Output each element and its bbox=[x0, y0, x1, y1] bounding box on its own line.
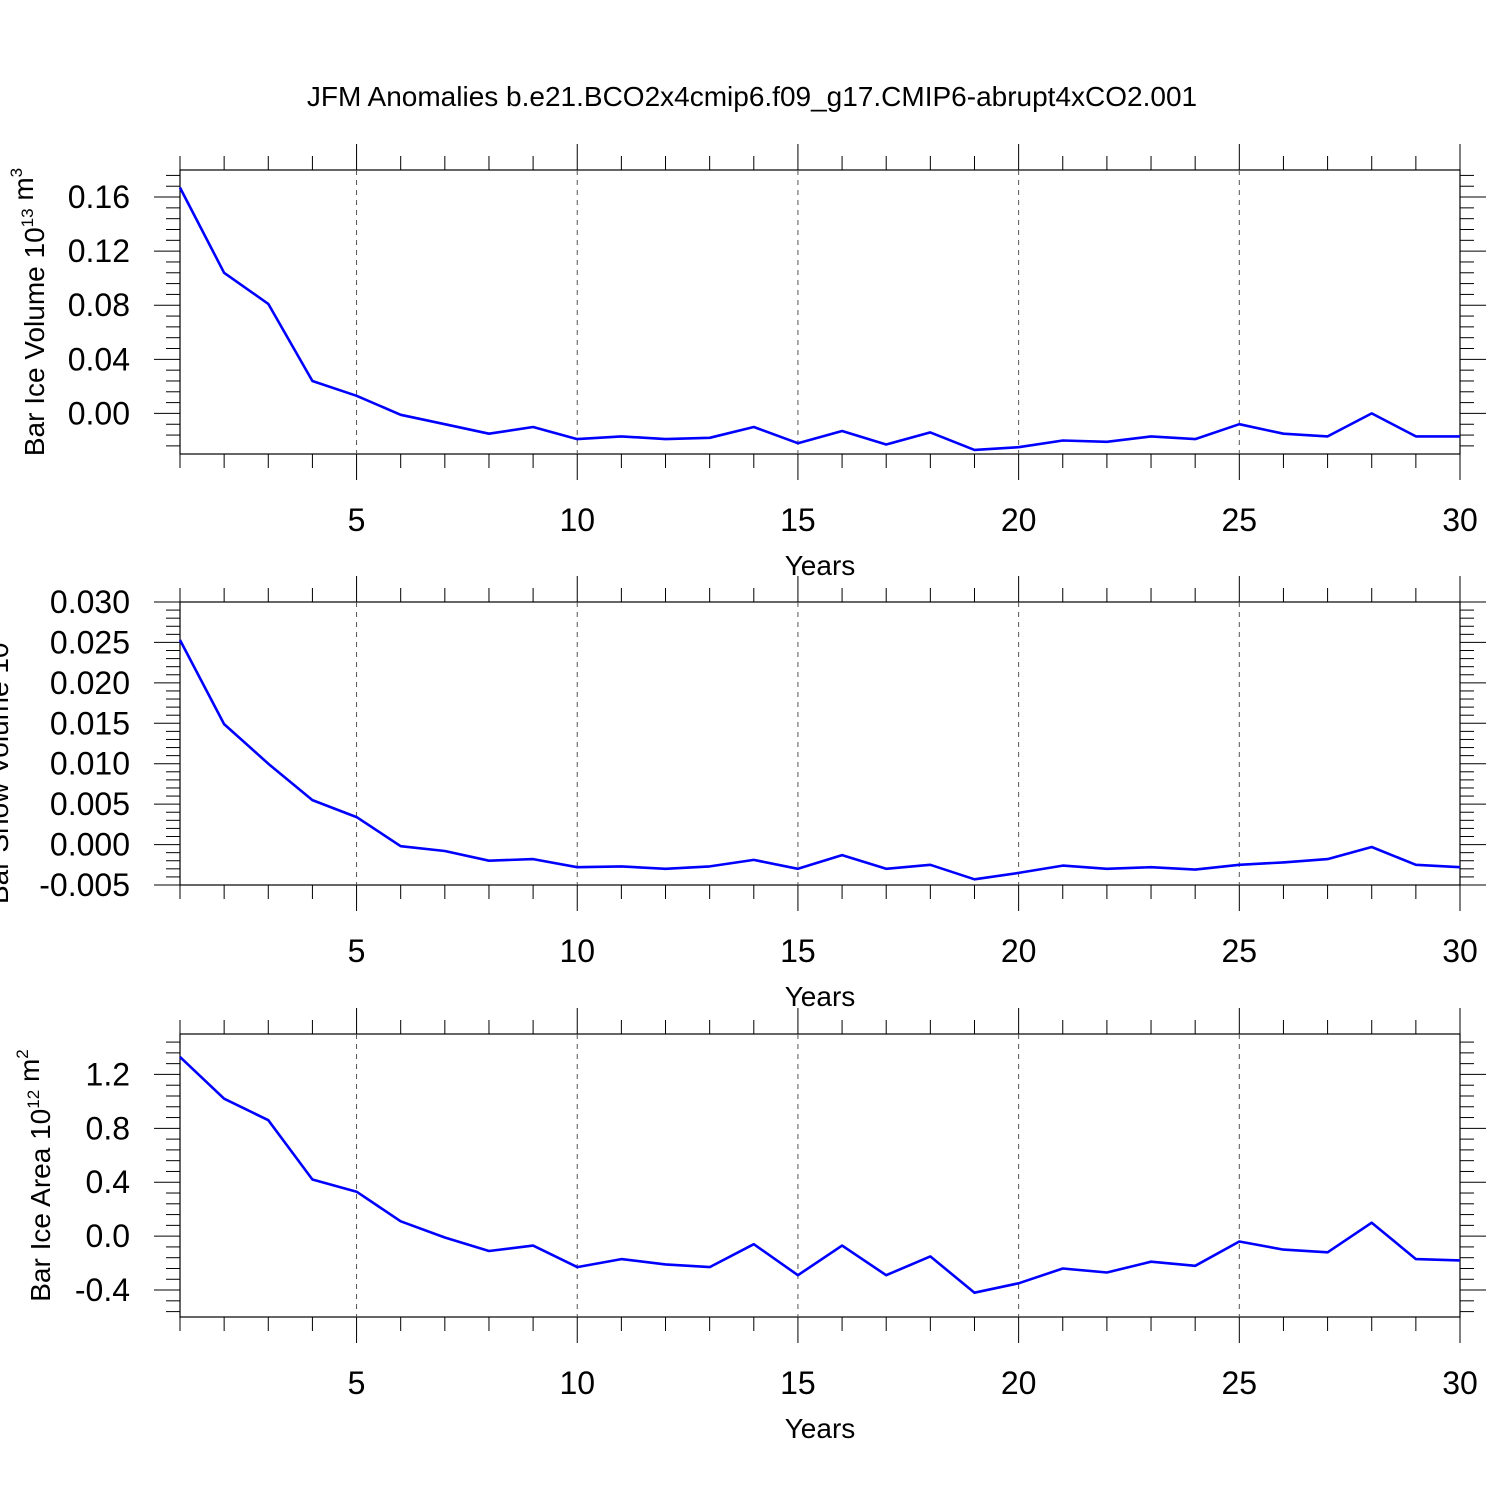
figure-title: JFM Anomalies b.e21.BCO2x4cmip6.f09_g17.… bbox=[307, 81, 1197, 112]
x-tick-label: 10 bbox=[559, 933, 595, 969]
y-axis-label-superscript: 13 bbox=[18, 208, 37, 227]
x-axis-label: Years bbox=[785, 550, 856, 581]
x-tick-label: 20 bbox=[1001, 933, 1037, 969]
y-tick-label: 0.000 bbox=[50, 827, 130, 863]
x-tick-label: 15 bbox=[780, 1365, 816, 1401]
x-axis-label: Years bbox=[785, 981, 856, 1012]
chart-panel-3: 5 10 15 20 25 30 Years 1.2 0.8 0.4 0.0 -0.4 Bar Ice … bbox=[13, 1008, 1486, 1444]
y-tick-label: 1.2 bbox=[86, 1056, 130, 1092]
y-axis-label: Bar Snow Volume 1013 m3 bbox=[0, 583, 14, 904]
y-axis-label-superscript: 12 bbox=[24, 1090, 43, 1109]
x-tick-label: 25 bbox=[1222, 502, 1258, 538]
y-tick-label: 0.010 bbox=[50, 746, 130, 782]
x-tick-label: 20 bbox=[1001, 1365, 1037, 1401]
series-line bbox=[178, 639, 1461, 881]
y-axis-label-part: Bar Snow Volume 10 bbox=[0, 643, 14, 905]
y-tick-label: 0.08 bbox=[68, 287, 130, 323]
y-axis-label-part: m bbox=[8, 177, 39, 208]
y-axis-label-superscript: 2 bbox=[13, 1049, 32, 1058]
y-tick-label: 0.12 bbox=[68, 233, 130, 269]
y-axis-label-superscript: 3 bbox=[7, 168, 26, 177]
x-tick-label: 20 bbox=[1001, 502, 1037, 538]
y-axis-label-part: m bbox=[14, 1059, 45, 1090]
y-tick-label: 0.16 bbox=[68, 179, 130, 215]
x-tick-label: 30 bbox=[1442, 933, 1478, 969]
x-tick-label: 15 bbox=[780, 502, 816, 538]
y-tick-label: -0.005 bbox=[39, 867, 130, 903]
chart-panel-1: 5 10 15 20 25 30 Years 0.16 0.12 0.08 0.04 0.00 Bar … bbox=[7, 144, 1486, 581]
chart-panel-2: 5 10 15 20 25 30 Years 0.030 0.025 0.020 0.015 0.01… bbox=[0, 576, 1486, 1012]
x-tick-label: 5 bbox=[348, 1365, 366, 1401]
y-tick-label: 0.020 bbox=[50, 665, 130, 701]
series-line bbox=[178, 187, 1460, 452]
x-tick-label: 5 bbox=[348, 933, 366, 969]
y-axis-label-part: Bar Ice Area 10 bbox=[25, 1109, 56, 1302]
x-tick-label: 30 bbox=[1442, 502, 1478, 538]
y-axis-label-superscript: 13 bbox=[0, 624, 1, 643]
y-tick-label: 0.030 bbox=[50, 584, 130, 620]
x-tick-label: 5 bbox=[348, 502, 366, 538]
x-tick-label: 10 bbox=[559, 502, 595, 538]
y-axis-label: Bar Ice Area 1012 m2 bbox=[13, 1049, 56, 1302]
series-line bbox=[179, 1055, 1461, 1294]
y-tick-label: 0.0 bbox=[86, 1218, 130, 1254]
x-tick-label: 30 bbox=[1442, 1365, 1478, 1401]
plot-frame bbox=[179, 1033, 1461, 1318]
panels: 5 10 15 20 25 30Years0.160.120.080.040.00Bar … bbox=[0, 144, 1486, 1444]
y-tick-label: 0.8 bbox=[86, 1110, 130, 1146]
x-tick-label: 25 bbox=[1222, 1365, 1258, 1401]
plot-frame bbox=[179, 169, 1461, 455]
x-tick-label: 10 bbox=[559, 1365, 595, 1401]
y-tick-label: 0.025 bbox=[50, 624, 130, 660]
x-axis-label: Years bbox=[785, 1413, 856, 1444]
y-tick-label: 0.04 bbox=[68, 341, 130, 377]
y-tick-label: 0.00 bbox=[68, 395, 130, 431]
y-axis-label: Bar Ice Volume 1013 m3 bbox=[7, 168, 50, 456]
y-tick-label: 0.005 bbox=[50, 786, 130, 822]
y-tick-label: 0.4 bbox=[86, 1164, 130, 1200]
x-tick-label: 25 bbox=[1222, 933, 1258, 969]
plot-frame bbox=[179, 601, 1461, 886]
y-tick-label: -0.4 bbox=[75, 1272, 130, 1308]
y-axis-label-part: m bbox=[0, 592, 3, 623]
y-axis-label-part: Bar Ice Volume 10 bbox=[19, 227, 50, 456]
y-tick-label: 0.015 bbox=[50, 705, 130, 741]
x-tick-label: 15 bbox=[780, 933, 816, 969]
